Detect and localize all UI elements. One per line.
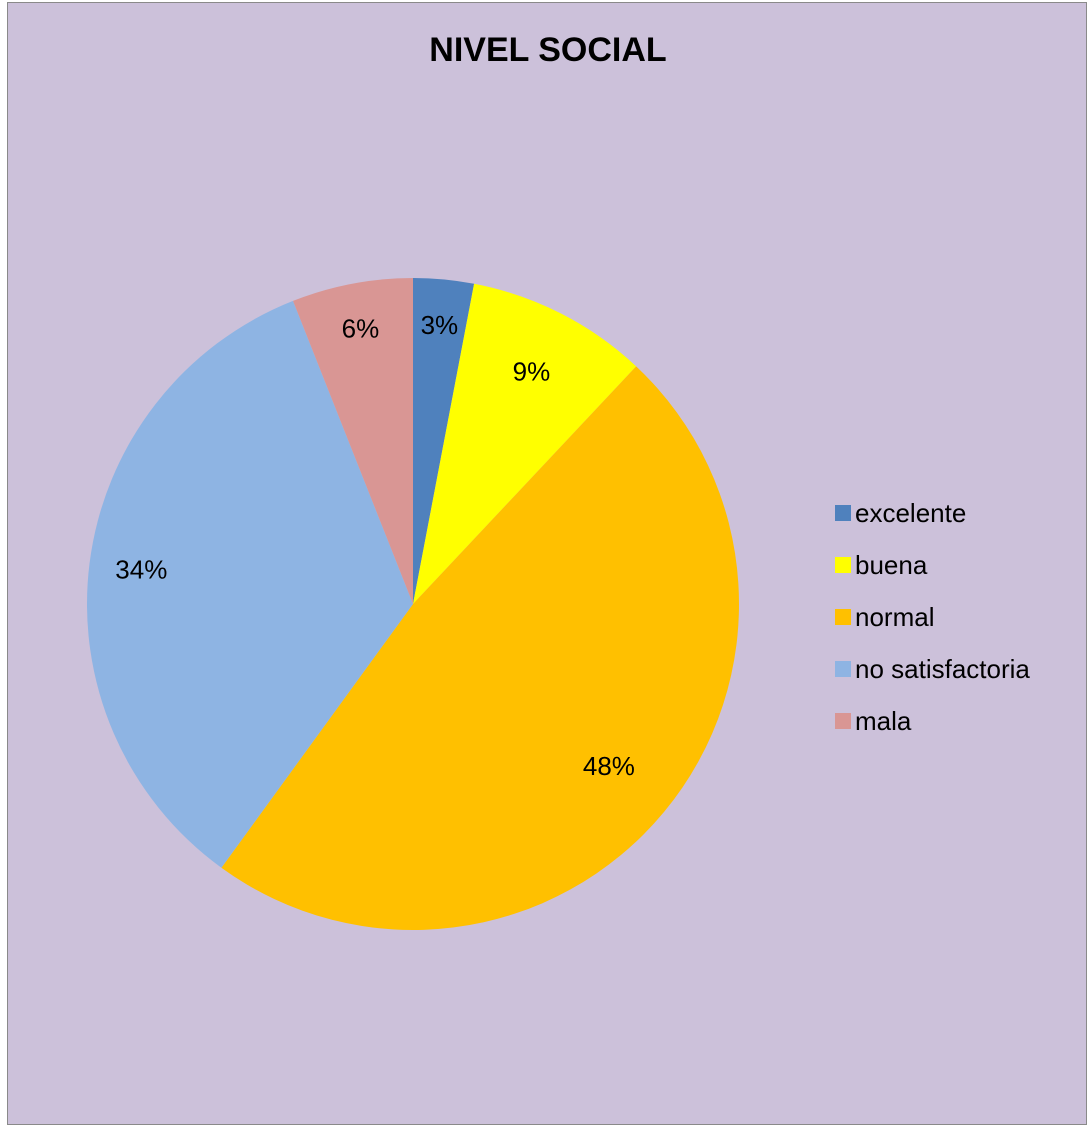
pie-slices <box>87 278 739 930</box>
legend-item-buena: buena <box>835 539 1030 591</box>
pie-slice-excelente <box>413 278 475 604</box>
legend-swatch <box>835 713 851 729</box>
legend-item-normal: normal <box>835 591 1030 643</box>
legend-item-excelente: excelente <box>835 487 1030 539</box>
legend-swatch <box>835 609 851 625</box>
chart-area: NIVEL SOCIAL 3% 9% 48% 34% 6% excelente buen… <box>7 2 1087 1125</box>
legend-swatch <box>835 557 851 573</box>
data-label-no-satisfactoria: 34% <box>115 555 167 585</box>
legend-label: buena <box>855 549 928 580</box>
chart-title: NIVEL SOCIAL <box>429 31 667 69</box>
pie-chart: 3% 9% 48% 34% 6% <box>87 278 739 930</box>
pie-slice-normal <box>221 366 739 930</box>
pie-data-labels: 3% 9% 48% 34% 6% <box>115 310 635 781</box>
legend-label: mala <box>855 705 912 736</box>
legend-swatch <box>835 505 851 521</box>
legend: excelente buena normal no satisfactoria … <box>835 487 1030 747</box>
data-label-mala: 6% <box>342 314 380 344</box>
pie-slice-mala <box>292 278 413 604</box>
legend-label: no satisfactoria <box>855 653 1030 684</box>
data-label-excelente: 3% <box>421 310 459 340</box>
pie-slice-buena <box>413 283 637 604</box>
legend-label: excelente <box>855 497 967 528</box>
data-label-normal: 48% <box>583 751 635 781</box>
legend-item-no-satisfactoria: no satisfactoria <box>835 643 1030 695</box>
legend-item-mala: mala <box>835 695 1030 747</box>
legend-label: normal <box>855 601 935 632</box>
data-label-buena: 9% <box>513 357 551 387</box>
legend-swatch <box>835 661 851 677</box>
pie-slice-no-satisfactoria <box>87 300 414 868</box>
